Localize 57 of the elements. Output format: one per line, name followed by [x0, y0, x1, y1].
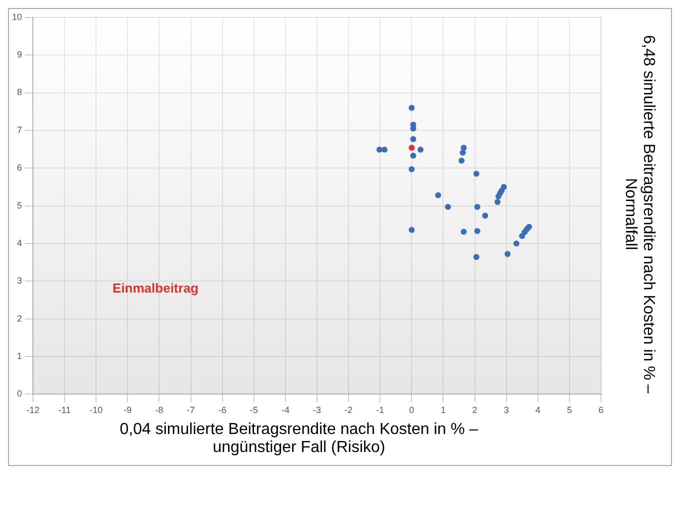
point — [444, 204, 451, 210]
x-tick-label: -4 — [281, 405, 290, 416]
x-tick-label: -6 — [218, 405, 226, 416]
y-tick-label: 4 — [16, 238, 22, 248]
point — [474, 204, 480, 210]
point — [482, 212, 488, 219]
point — [504, 251, 511, 258]
point — [473, 254, 480, 260]
annotation: Einmalbeitrag — [112, 280, 199, 296]
point — [382, 146, 388, 153]
point — [408, 144, 415, 151]
x-tick-label: -8 — [155, 405, 164, 416]
point — [495, 193, 502, 200]
x-tick-label: -3 — [313, 405, 322, 416]
point — [458, 158, 465, 164]
x-tick-label: 4 — [535, 405, 540, 416]
y-axis-title: 6,48 simulierte Beitragsrendite nach Kosten in % – Normalfall — [621, 34, 657, 396]
point — [460, 228, 467, 235]
x-tick-label: -11 — [58, 405, 71, 416]
x-tick-label: -7 — [186, 405, 195, 416]
x-tick-label: -12 — [26, 405, 40, 416]
x-tick-label: 5 — [566, 405, 572, 416]
point — [410, 136, 416, 142]
point — [460, 150, 466, 156]
point — [408, 226, 415, 233]
x-tick-label: -10 — [90, 405, 103, 416]
x-tick-label: 2 — [472, 405, 478, 416]
x-tick-label: -9 — [124, 405, 132, 416]
y-tick-label: 10 — [12, 12, 22, 22]
y-tick-label: 2 — [16, 313, 22, 324]
x-tick-label: 3 — [504, 405, 509, 416]
x-tick-label: -5 — [250, 405, 258, 416]
point — [435, 192, 442, 198]
point — [474, 228, 480, 234]
y-tick-label: 1 — [16, 351, 22, 362]
x-axis-title: 0,04 simulierte Beitragsrendite nach Kosten in % – ungünstiger Fall (Risiko) — [118, 421, 480, 457]
point — [519, 232, 526, 239]
point — [460, 144, 467, 151]
point — [408, 104, 415, 111]
x-tick-label: -1 — [376, 405, 384, 416]
point — [410, 152, 416, 159]
y-tick-label: 8 — [16, 87, 22, 98]
y-tick-label: 5 — [16, 200, 22, 210]
x-tick-label: 6 — [598, 405, 604, 416]
x-tick-label: 0 — [409, 405, 414, 416]
y-tick-label: 9 — [16, 50, 22, 60]
point — [408, 166, 415, 172]
x-tick-label: 1 — [440, 405, 446, 416]
y-tick-label: 7 — [16, 124, 22, 135]
point — [494, 199, 500, 206]
point — [513, 240, 520, 246]
x-tick-label: -2 — [344, 405, 353, 416]
y-tick-label: 3 — [16, 276, 22, 286]
y-tick-label: 0 — [16, 388, 22, 399]
point — [418, 146, 424, 153]
y-tick-label: 6 — [16, 162, 22, 173]
point — [473, 170, 480, 177]
